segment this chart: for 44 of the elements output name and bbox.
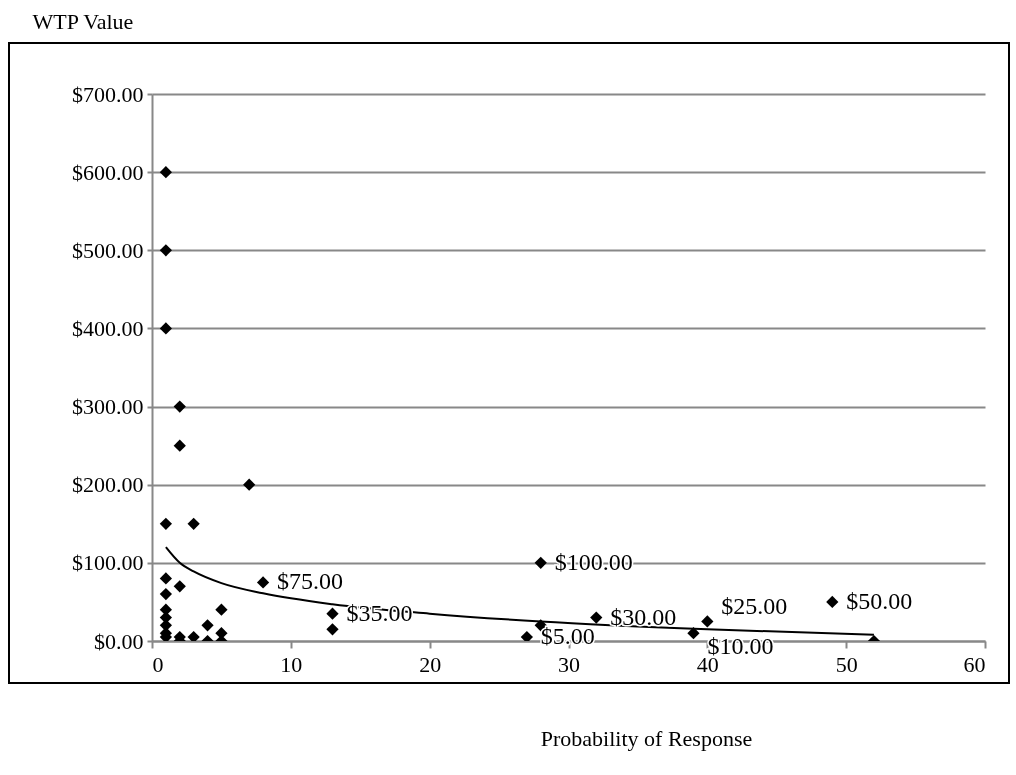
point [187, 517, 200, 530]
x-tick-label: 0 [152, 651, 164, 677]
y-tick-label: $400.00 [72, 315, 144, 341]
point [326, 623, 339, 636]
point [159, 517, 173, 530]
point [159, 572, 173, 585]
point [173, 580, 186, 593]
point [256, 576, 270, 589]
point [243, 478, 256, 491]
point [159, 166, 173, 179]
y-tick-label: $700.00 [72, 81, 144, 107]
y-tick-label: $600.00 [72, 159, 144, 185]
point [201, 619, 214, 632]
annotation: $50.00 [846, 587, 913, 614]
annotation: $25.00 [721, 593, 788, 620]
point [520, 630, 533, 641]
point [826, 595, 839, 609]
point [187, 630, 200, 641]
x-tick-label: 50 [835, 651, 858, 677]
y-axis-title: WTP Value [32, 8, 134, 34]
x-tick-label: 60 [963, 651, 986, 677]
x-tick-label: 20 [419, 651, 442, 677]
y-tick-label: $500.00 [72, 237, 144, 263]
point [326, 607, 339, 620]
x-tick-label: 30 [558, 651, 580, 677]
y-tick-label: $0.00 [94, 628, 144, 654]
point [173, 400, 186, 413]
annotation: $75.00 [277, 568, 344, 595]
annotation: $100.00 [554, 548, 633, 575]
x-axis-title: Probability of Response [540, 725, 753, 751]
annotation: $30.00 [610, 603, 677, 630]
point [701, 615, 714, 628]
point [173, 439, 186, 452]
y-tick-label: $200.00 [72, 472, 144, 498]
point [534, 556, 547, 569]
point [215, 603, 228, 616]
y-tick-label: $100.00 [72, 550, 144, 576]
x-tick-label: 10 [280, 651, 303, 677]
point [159, 244, 173, 257]
point [159, 587, 173, 601]
point [159, 322, 173, 335]
point [590, 611, 603, 624]
y-tick-label: $300.00 [72, 394, 144, 420]
annotation: $5.00 [540, 623, 595, 650]
